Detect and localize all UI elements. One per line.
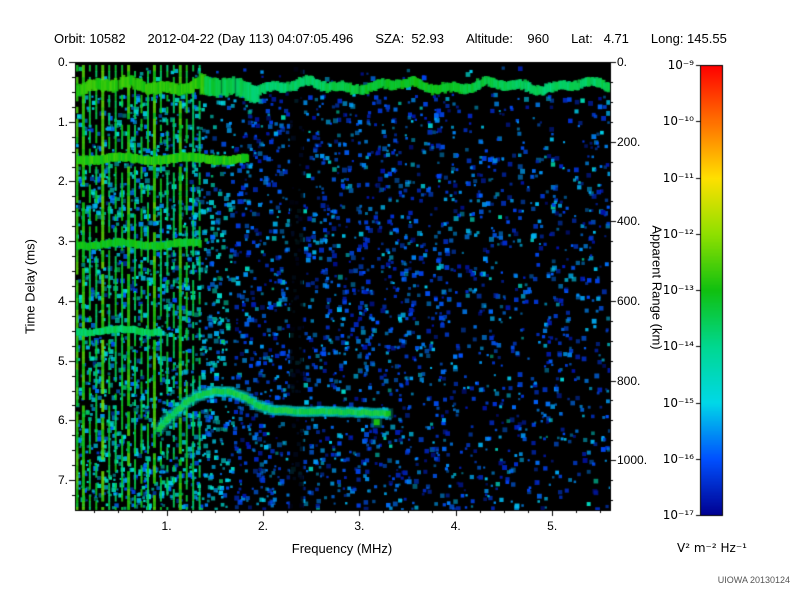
sza-value: SZA: 52.93 xyxy=(375,31,444,46)
colorbar-tick-label: 10⁻¹⁷ xyxy=(662,508,694,522)
colorbar-tick-label: 10⁻¹⁶ xyxy=(662,451,694,466)
y-right-tick-label: 600. xyxy=(617,293,641,308)
longitude-value: Long: 145.55 xyxy=(650,31,727,46)
x-axis-title: Frequency (MHz) xyxy=(291,541,393,556)
header-info-bar: Orbit: 10582 2012-04-22 (Day 113) 04:07:… xyxy=(54,31,727,46)
latitude-value: Lat: 4.71 xyxy=(571,31,629,46)
x-tick-label: 2. xyxy=(257,519,268,533)
datetime-value: 2012-04-22 (Day 113) 04:07:05.496 xyxy=(147,31,354,46)
x-tick-label: 4. xyxy=(450,519,461,533)
altitude-value: Altitude: 960 xyxy=(465,31,550,46)
colorbar-tick-label: 10⁻⁹ xyxy=(667,58,694,72)
y-right-tick-label: 200. xyxy=(617,134,641,149)
y-left-tick-label: 7. xyxy=(57,473,68,488)
x-tick-label: 3. xyxy=(354,519,365,533)
x-tick-label: 5. xyxy=(547,519,558,533)
colorbar-tick-label: 10⁻¹² xyxy=(662,226,694,241)
y-left-tick-label: 1. xyxy=(57,114,68,129)
orbit-value: Orbit: 10582 xyxy=(54,31,126,46)
y-right-tick-label: 1000. xyxy=(617,453,648,468)
y-left-tick-label: 4. xyxy=(57,293,68,308)
y-right-tick-label: 400. xyxy=(617,214,641,229)
y-left-tick-label: 2. xyxy=(57,174,68,189)
colorbar-tick-label: 10⁻¹⁵ xyxy=(662,395,694,410)
colorbar-tick-label: 10⁻¹⁰ xyxy=(662,114,694,129)
y-left-tick-label: 0. xyxy=(57,55,68,69)
colorbar-tick-label: 10⁻¹⁴ xyxy=(662,339,694,354)
y-left-tick-label: 3. xyxy=(57,234,68,249)
y-axis-left-title: Time Delay (ms) xyxy=(22,239,38,334)
colorbar-tick-label: 10⁻¹¹ xyxy=(662,170,694,185)
colorbar-unit-label: V² m⁻² Hz⁻¹ xyxy=(677,541,747,555)
colorbar-tick-label: 10⁻¹³ xyxy=(662,283,694,297)
y-left-tick-label: 5. xyxy=(57,353,68,368)
y-axis-right-title: Apparent Range (km) xyxy=(649,225,665,350)
y-right-tick-label: 0. xyxy=(617,55,628,69)
y-right-tick-label: 800. xyxy=(617,373,641,388)
y-left-tick-label: 6. xyxy=(57,413,68,428)
x-tick-label: 1. xyxy=(161,519,172,533)
watermark-label: UIOWA 20130124 xyxy=(717,575,790,585)
